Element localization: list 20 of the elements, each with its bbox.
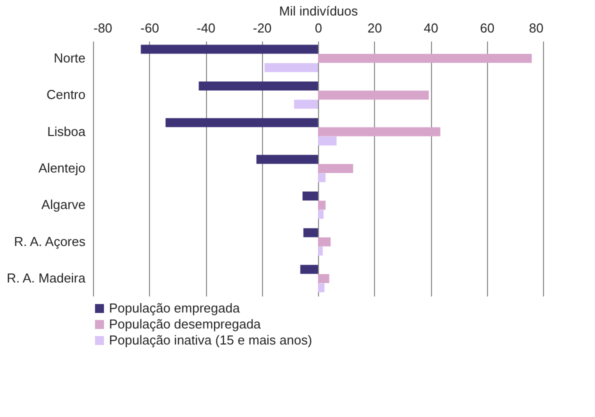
x-tick-label: -60 [140,20,160,36]
x-tick-label: -40 [196,20,216,36]
x-tick-label: -20 [252,20,272,36]
y-tick-label: R. A. Açores [14,234,86,249]
x-tick-label: 20 [368,20,382,36]
legend-label: População inativa (15 e mais anos) [109,332,312,348]
y-tick-label: Algarve [41,197,86,212]
y-tick-label: Alentejo [38,160,86,176]
y-tick-label: Norte [54,50,86,66]
x-tick-label: 80 [529,20,544,36]
y-tick-label: Lisboa [47,124,86,139]
x-tick-label: 60 [480,20,494,36]
x-tick-label: -80 [94,20,112,36]
y-tick-label: R. A. Madeira [6,270,86,286]
x-axis-title: Mil indivíduos [279,4,358,18]
y-tick-label: Centro [46,87,86,102]
x-tick-label: 0 [314,20,322,36]
legend-label: População desempregada [109,316,262,332]
legend-label: População empregada [109,300,241,316]
x-tick-label: 40 [424,20,438,36]
